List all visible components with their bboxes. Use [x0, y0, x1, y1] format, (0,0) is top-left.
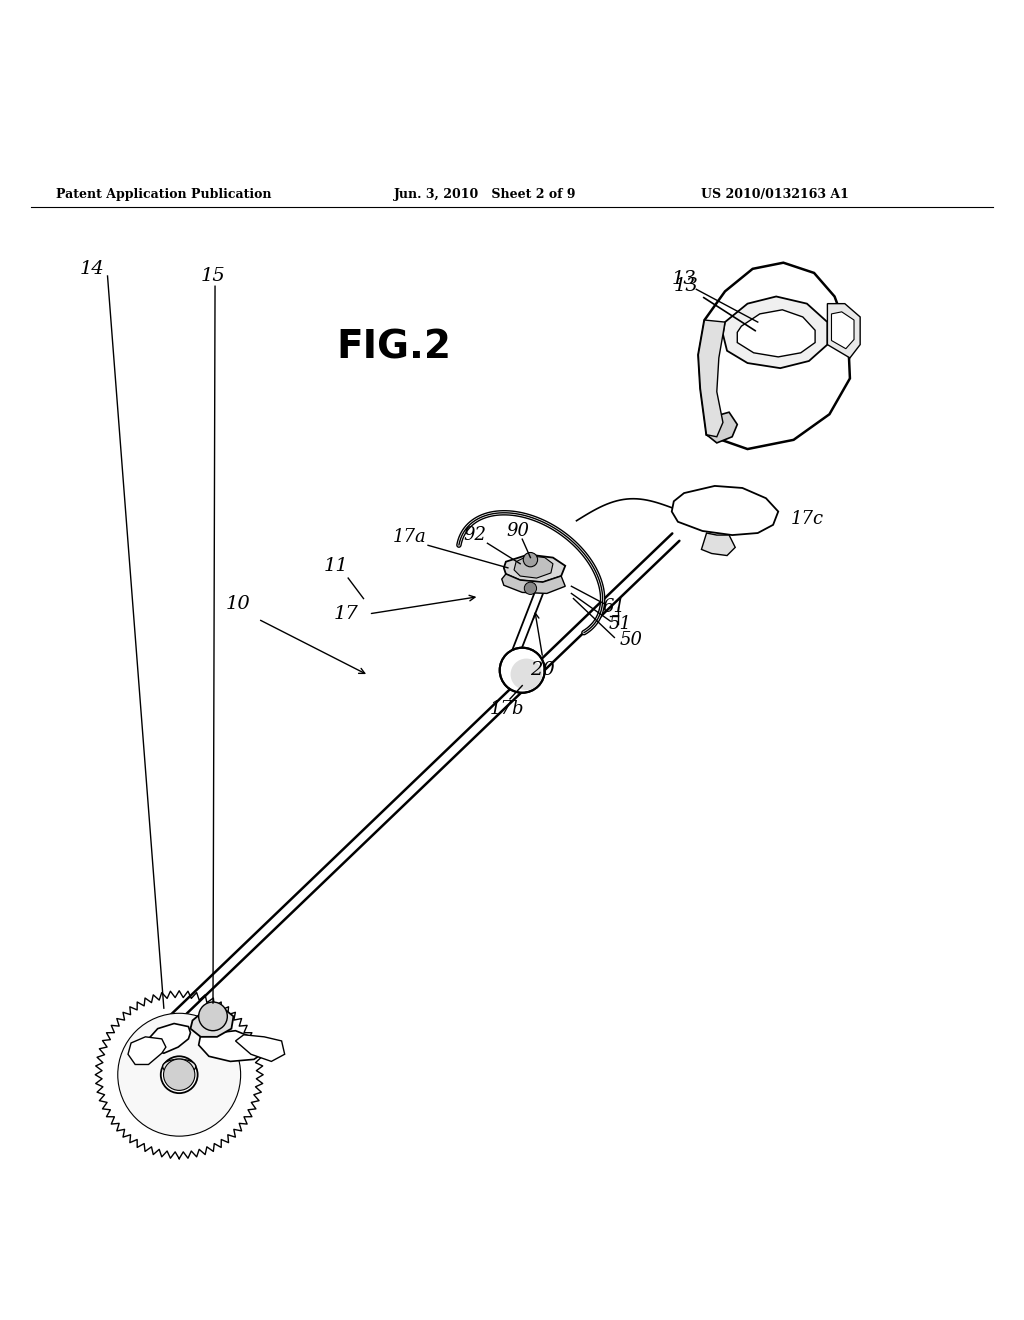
Text: 14: 14	[80, 260, 104, 277]
Text: 17: 17	[334, 605, 358, 623]
Polygon shape	[148, 1023, 190, 1053]
Circle shape	[523, 553, 538, 566]
Polygon shape	[502, 574, 565, 594]
Text: 20: 20	[530, 661, 555, 680]
Text: 51: 51	[609, 615, 632, 634]
Text: Jun. 3, 2010   Sheet 2 of 9: Jun. 3, 2010 Sheet 2 of 9	[394, 187, 577, 201]
Polygon shape	[190, 1008, 233, 1036]
Polygon shape	[707, 412, 737, 444]
Polygon shape	[723, 297, 827, 368]
Circle shape	[118, 1014, 241, 1137]
Text: 17a: 17a	[393, 528, 426, 546]
Text: 15: 15	[201, 267, 225, 285]
Text: 10: 10	[225, 595, 250, 612]
Polygon shape	[128, 1036, 166, 1064]
Text: 13: 13	[674, 277, 756, 331]
Text: 17b: 17b	[489, 700, 524, 718]
Polygon shape	[827, 304, 860, 358]
Text: 61: 61	[603, 598, 626, 615]
Circle shape	[500, 648, 545, 693]
Polygon shape	[236, 1035, 285, 1061]
Text: US 2010/0132163 A1: US 2010/0132163 A1	[701, 187, 849, 201]
Circle shape	[161, 1056, 198, 1093]
Text: 50: 50	[620, 631, 642, 648]
Circle shape	[524, 582, 537, 594]
Circle shape	[511, 659, 542, 690]
Polygon shape	[698, 263, 850, 449]
Text: 11: 11	[324, 557, 348, 574]
Polygon shape	[831, 312, 854, 348]
Polygon shape	[701, 533, 735, 556]
Polygon shape	[672, 486, 778, 535]
Text: 13: 13	[672, 271, 696, 288]
Polygon shape	[199, 1031, 266, 1061]
Polygon shape	[504, 554, 565, 582]
Text: 17c: 17c	[791, 510, 823, 528]
Text: FIG.2: FIG.2	[337, 329, 452, 367]
Polygon shape	[514, 556, 553, 578]
Text: Patent Application Publication: Patent Application Publication	[56, 187, 271, 201]
Text: 92: 92	[464, 527, 486, 544]
Polygon shape	[95, 991, 263, 1159]
Circle shape	[164, 1059, 195, 1090]
Polygon shape	[737, 310, 815, 356]
Polygon shape	[698, 319, 725, 437]
Text: 90: 90	[507, 521, 529, 540]
Ellipse shape	[163, 1059, 196, 1074]
Circle shape	[199, 1002, 227, 1031]
